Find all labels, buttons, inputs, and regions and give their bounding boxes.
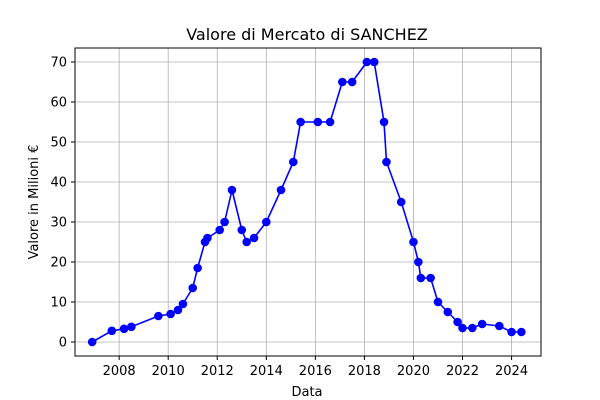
data-point: [362, 57, 372, 67]
data-point: [296, 117, 305, 127]
data-point: [154, 311, 163, 321]
data-point: [276, 185, 286, 195]
data-point: [433, 297, 443, 307]
data-point: [127, 322, 136, 332]
data-point: [347, 77, 357, 87]
data-point: [203, 233, 212, 243]
y-tick-label: 40: [50, 176, 67, 191]
x-tick-label: 2008: [103, 364, 136, 379]
data-point: [409, 237, 418, 247]
x-tick-label: 2020: [397, 364, 430, 379]
y-tick-label: 70: [50, 56, 67, 71]
data-point: [262, 217, 271, 227]
data-point: [313, 117, 323, 127]
data-point: [242, 237, 251, 247]
y-tick-label: 20: [50, 256, 67, 271]
data-point: [338, 77, 347, 87]
y-tick-label: 10: [50, 296, 67, 311]
data-point: [396, 197, 406, 207]
data-point: [220, 217, 229, 227]
data-point: [188, 283, 198, 293]
y-axis-label: Valore in Milioni €: [27, 145, 42, 260]
x-axis-label: Data: [291, 385, 322, 400]
x-axis: 2008 2010 2012 2014 2016 2018 2020 2022 2024: [103, 356, 528, 379]
data-point: [237, 225, 247, 235]
data-point: [215, 225, 225, 235]
data-point: [507, 327, 516, 337]
data-point: [325, 117, 335, 127]
x-tick-label: 2016: [299, 364, 332, 379]
data-point: [416, 273, 426, 283]
x-tick-label: 2018: [348, 364, 381, 379]
data-point: [453, 317, 462, 327]
y-tick-label: 60: [50, 96, 67, 111]
x-tick-label: 2010: [152, 364, 185, 379]
data-point: [468, 323, 477, 333]
data-point: [288, 157, 298, 167]
data-point: [107, 326, 117, 336]
data-point: [178, 299, 188, 309]
y-axis: 0 10 20 30 40 50 60 70: [50, 56, 75, 351]
data-point: [119, 324, 129, 334]
chart-title: Valore di Mercato di SANCHEZ: [186, 25, 428, 44]
data-point: [379, 117, 389, 127]
data-point: [382, 157, 391, 167]
data-point: [166, 309, 175, 319]
data-point: [517, 327, 526, 337]
data-point: [443, 307, 453, 317]
data-point: [477, 319, 487, 329]
y-tick-label: 0: [59, 336, 67, 351]
y-tick-label: 50: [50, 136, 67, 151]
data-point: [249, 233, 259, 243]
x-tick-label: 2022: [446, 364, 479, 379]
data-point: [369, 57, 379, 67]
data-point: [193, 263, 202, 273]
x-tick-label: 2024: [495, 364, 528, 379]
data-point: [495, 321, 504, 331]
data-point: [227, 185, 237, 195]
x-tick-label: 2014: [250, 364, 283, 379]
data-point: [87, 337, 97, 347]
data-point: [426, 273, 435, 283]
y-tick-label: 30: [50, 216, 67, 231]
grid: [75, 48, 541, 356]
series-line: [91, 61, 522, 343]
plot-area: [87, 57, 526, 347]
data-point: [173, 305, 183, 315]
data-point: [458, 323, 467, 333]
data-point: [414, 257, 423, 267]
x-tick-label: 2012: [201, 364, 234, 379]
plot-frame: [74, 47, 542, 357]
